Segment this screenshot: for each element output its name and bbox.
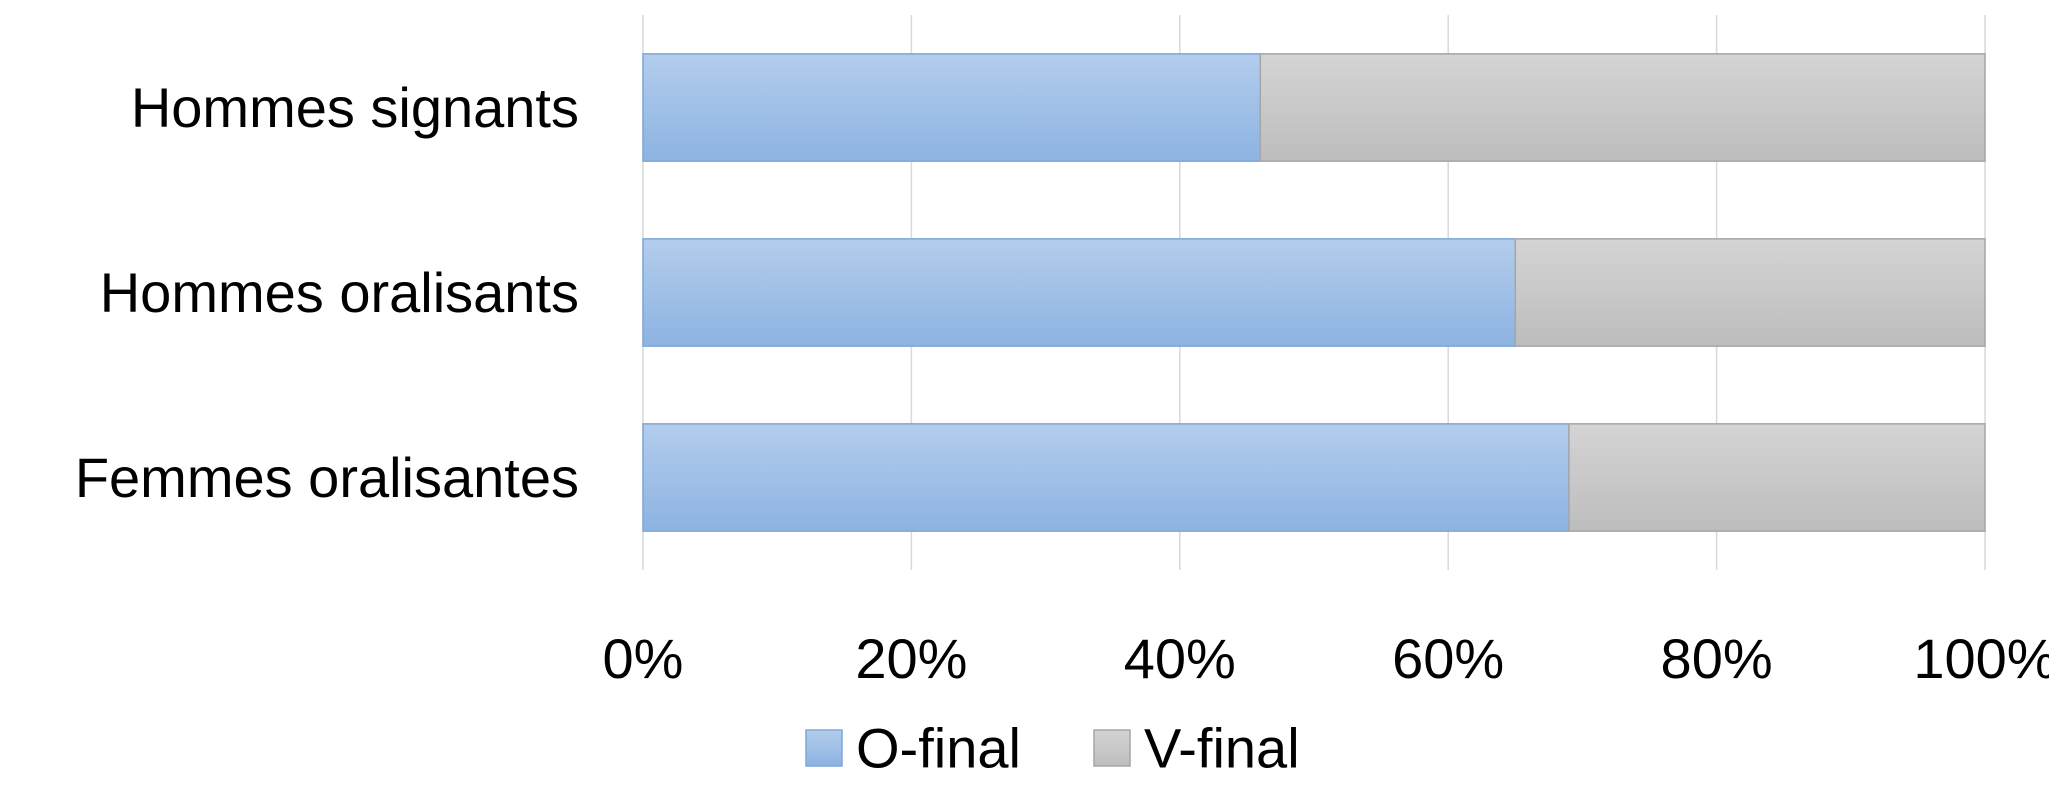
bar-segment: [1259, 53, 1986, 162]
category-labels: Femmes oralisantes Hommes oralisants Homme…: [75, 76, 579, 509]
bar-segment: [642, 238, 1517, 347]
legend-label: O-final: [856, 717, 1021, 780]
x-tick-label: 40%: [1124, 627, 1236, 690]
category-label: Hommes oralisants: [100, 261, 579, 324]
x-tick-label: 100%: [1913, 627, 2049, 690]
bar-segment: [1568, 423, 1986, 532]
x-tick-label: 60%: [1392, 627, 1504, 690]
legend: O-final V-final: [805, 717, 1300, 780]
category-label: Femmes oralisantes: [75, 446, 579, 509]
x-axis-ticks: 0% 20% 40% 60% 80% 100%: [603, 627, 2049, 690]
bar-segment: [642, 423, 1570, 532]
legend-swatch: [805, 729, 843, 767]
bar-segment: [642, 53, 1262, 162]
x-tick-label: 0%: [603, 627, 684, 690]
x-tick-label: 20%: [855, 627, 967, 690]
bar-segment: [1514, 238, 1986, 347]
category-label: Hommes signants: [131, 76, 579, 139]
legend-label: V-final: [1144, 717, 1300, 780]
bars: [642, 53, 1986, 532]
x-tick-label: 80%: [1661, 627, 1773, 690]
legend-swatch: [1093, 729, 1131, 767]
